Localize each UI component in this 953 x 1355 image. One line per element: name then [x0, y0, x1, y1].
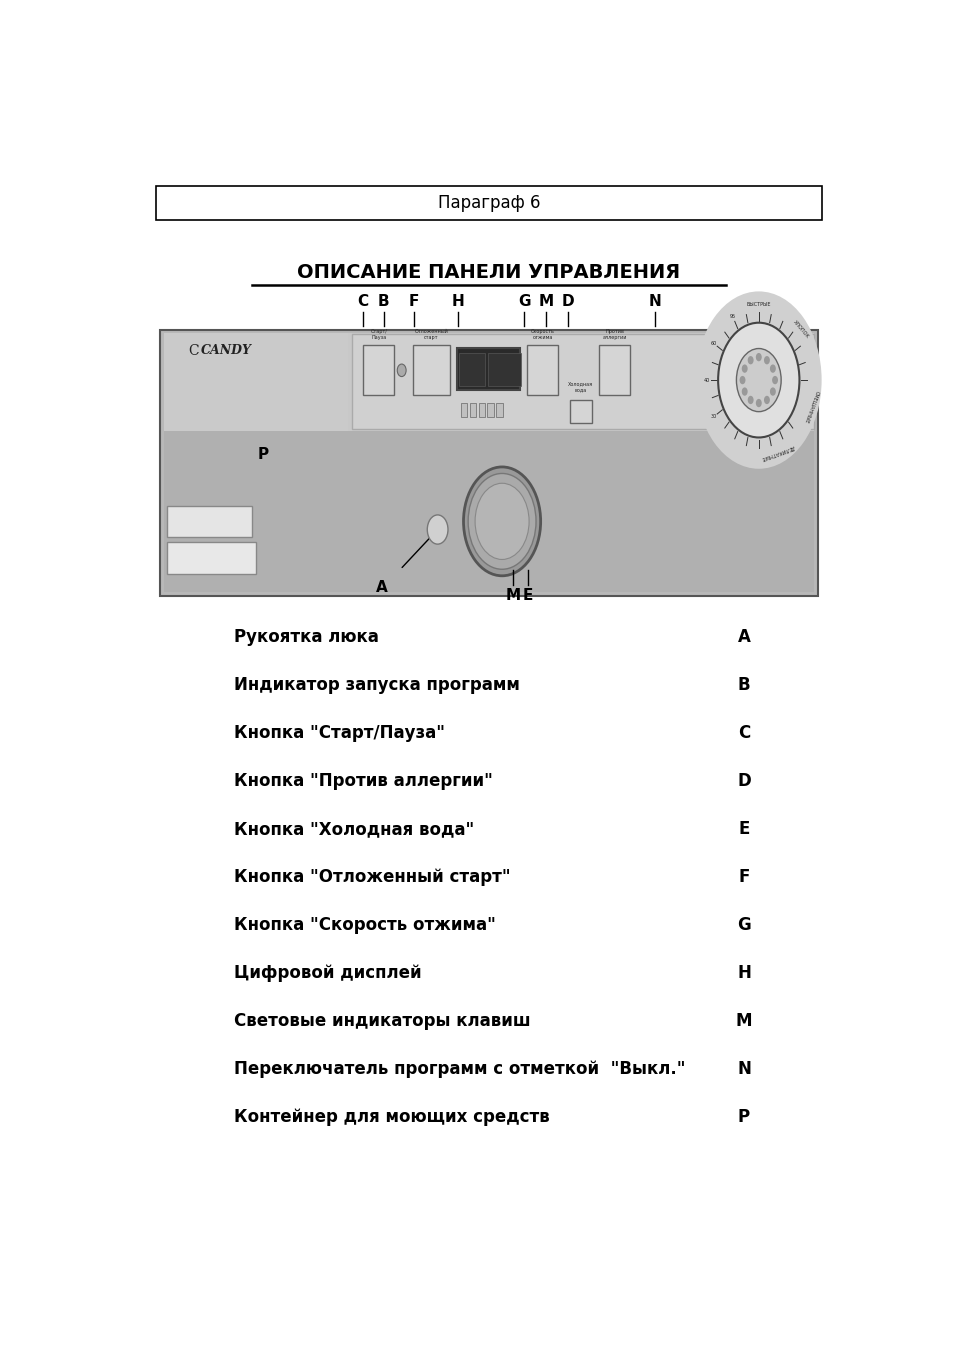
Text: D: D — [561, 294, 574, 309]
Text: Холодная
вода: Холодная вода — [567, 381, 593, 392]
Bar — [487, 402, 494, 417]
Text: C: C — [357, 294, 369, 309]
Bar — [458, 352, 484, 386]
Text: БЫСТРЫЕ: БЫСТРЫЕ — [746, 302, 770, 308]
Circle shape — [769, 364, 775, 373]
Text: Кнопка "Против аллергии": Кнопка "Против аллергии" — [233, 772, 492, 790]
Text: G: G — [737, 916, 750, 935]
Text: N: N — [648, 294, 661, 309]
Circle shape — [755, 398, 760, 408]
Circle shape — [736, 348, 781, 412]
Bar — [156, 186, 821, 220]
Text: N: N — [737, 1060, 750, 1079]
Circle shape — [718, 322, 799, 438]
Text: Индикатор запуска программ: Индикатор запуска программ — [233, 676, 519, 694]
Circle shape — [763, 356, 769, 364]
Bar — [478, 402, 485, 417]
Text: P: P — [738, 1108, 749, 1126]
Bar — [469, 402, 476, 417]
Bar — [160, 329, 817, 596]
Circle shape — [755, 352, 760, 362]
Text: ДЕЛИКАТНЫЕ: ДЕЛИКАТНЫЕ — [760, 446, 795, 462]
Text: A: A — [737, 629, 750, 646]
Bar — [598, 346, 630, 396]
Text: Кнопка "Холодная вода": Кнопка "Холодная вода" — [233, 820, 474, 839]
Circle shape — [475, 484, 529, 560]
Text: M: M — [735, 1012, 752, 1030]
Text: CANDY: CANDY — [201, 344, 252, 358]
Circle shape — [769, 388, 775, 396]
Bar — [363, 346, 394, 396]
Bar — [352, 333, 813, 428]
Text: P: P — [257, 447, 269, 462]
Text: Цифровой дисплей: Цифровой дисплей — [233, 965, 421, 982]
Circle shape — [771, 375, 778, 385]
Text: B: B — [737, 676, 749, 694]
Text: ОПИСАНИЕ ПАНЕЛИ УПРАВЛЕНИЯ: ОПИСАНИЕ ПАНЕЛИ УПРАВЛЕНИЯ — [297, 263, 679, 282]
Text: H: H — [737, 965, 750, 982]
Text: Старт/
Пауза: Старт/ Пауза — [370, 329, 387, 340]
Text: Контейнер для моющих средств: Контейнер для моющих средств — [233, 1108, 549, 1126]
Text: 95: 95 — [729, 314, 735, 320]
Text: B: B — [377, 294, 390, 309]
Text: D: D — [737, 772, 750, 790]
Text: Параграф 6: Параграф 6 — [437, 194, 539, 211]
Circle shape — [468, 473, 536, 569]
Text: Отложенный
старт: Отложенный старт — [414, 329, 448, 340]
Text: Рукоятка люка: Рукоятка люка — [233, 629, 378, 646]
Bar — [460, 402, 467, 417]
Text: C: C — [188, 344, 198, 358]
Bar — [456, 348, 519, 390]
Text: Против
аллергии: Против аллергии — [601, 329, 626, 340]
Bar — [413, 346, 449, 396]
Circle shape — [747, 356, 753, 364]
Circle shape — [741, 364, 747, 373]
Circle shape — [763, 396, 769, 404]
Text: Кнопка "Отложенный старт": Кнопка "Отложенный старт" — [233, 869, 510, 886]
Text: H: H — [451, 294, 464, 309]
Circle shape — [747, 396, 753, 404]
Text: E: E — [738, 820, 749, 839]
Circle shape — [463, 467, 540, 576]
Text: 60: 60 — [710, 341, 717, 346]
Circle shape — [739, 375, 744, 385]
Text: G: G — [517, 294, 530, 309]
Bar — [164, 333, 348, 431]
Bar — [167, 542, 255, 575]
Bar — [569, 400, 591, 423]
Bar — [164, 333, 813, 431]
Text: F: F — [408, 294, 418, 309]
Bar — [167, 505, 252, 537]
Text: A: A — [375, 580, 387, 595]
Bar — [527, 346, 558, 396]
Text: 30: 30 — [710, 415, 717, 419]
Bar — [487, 352, 520, 386]
Bar — [164, 431, 813, 592]
Text: E: E — [522, 588, 533, 603]
Text: F: F — [738, 869, 749, 886]
Text: СМЕШАННЫЕ: СМЕШАННЫЕ — [801, 390, 819, 424]
Text: 40: 40 — [703, 378, 709, 382]
Circle shape — [696, 291, 821, 469]
Bar — [496, 402, 502, 417]
Text: Световые индикаторы клавиш: Световые индикаторы клавиш — [233, 1012, 530, 1030]
Text: Кнопка "Скорость отжима": Кнопка "Скорость отжима" — [233, 916, 496, 935]
Text: Переключатель программ с отметкой  "Выкл.": Переключатель программ с отметкой "Выкл.… — [233, 1060, 684, 1079]
Circle shape — [396, 364, 406, 377]
Text: Кнопка "Старт/Пауза": Кнопка "Старт/Пауза" — [233, 725, 444, 743]
Text: ХЛОПОК: ХЛОПОК — [792, 320, 809, 340]
Text: C: C — [737, 725, 749, 743]
Circle shape — [427, 515, 448, 545]
Text: M: M — [537, 294, 553, 309]
Text: Скорость
отжима: Скорость отжима — [531, 329, 555, 340]
Text: M: M — [505, 588, 520, 603]
Circle shape — [741, 388, 747, 396]
